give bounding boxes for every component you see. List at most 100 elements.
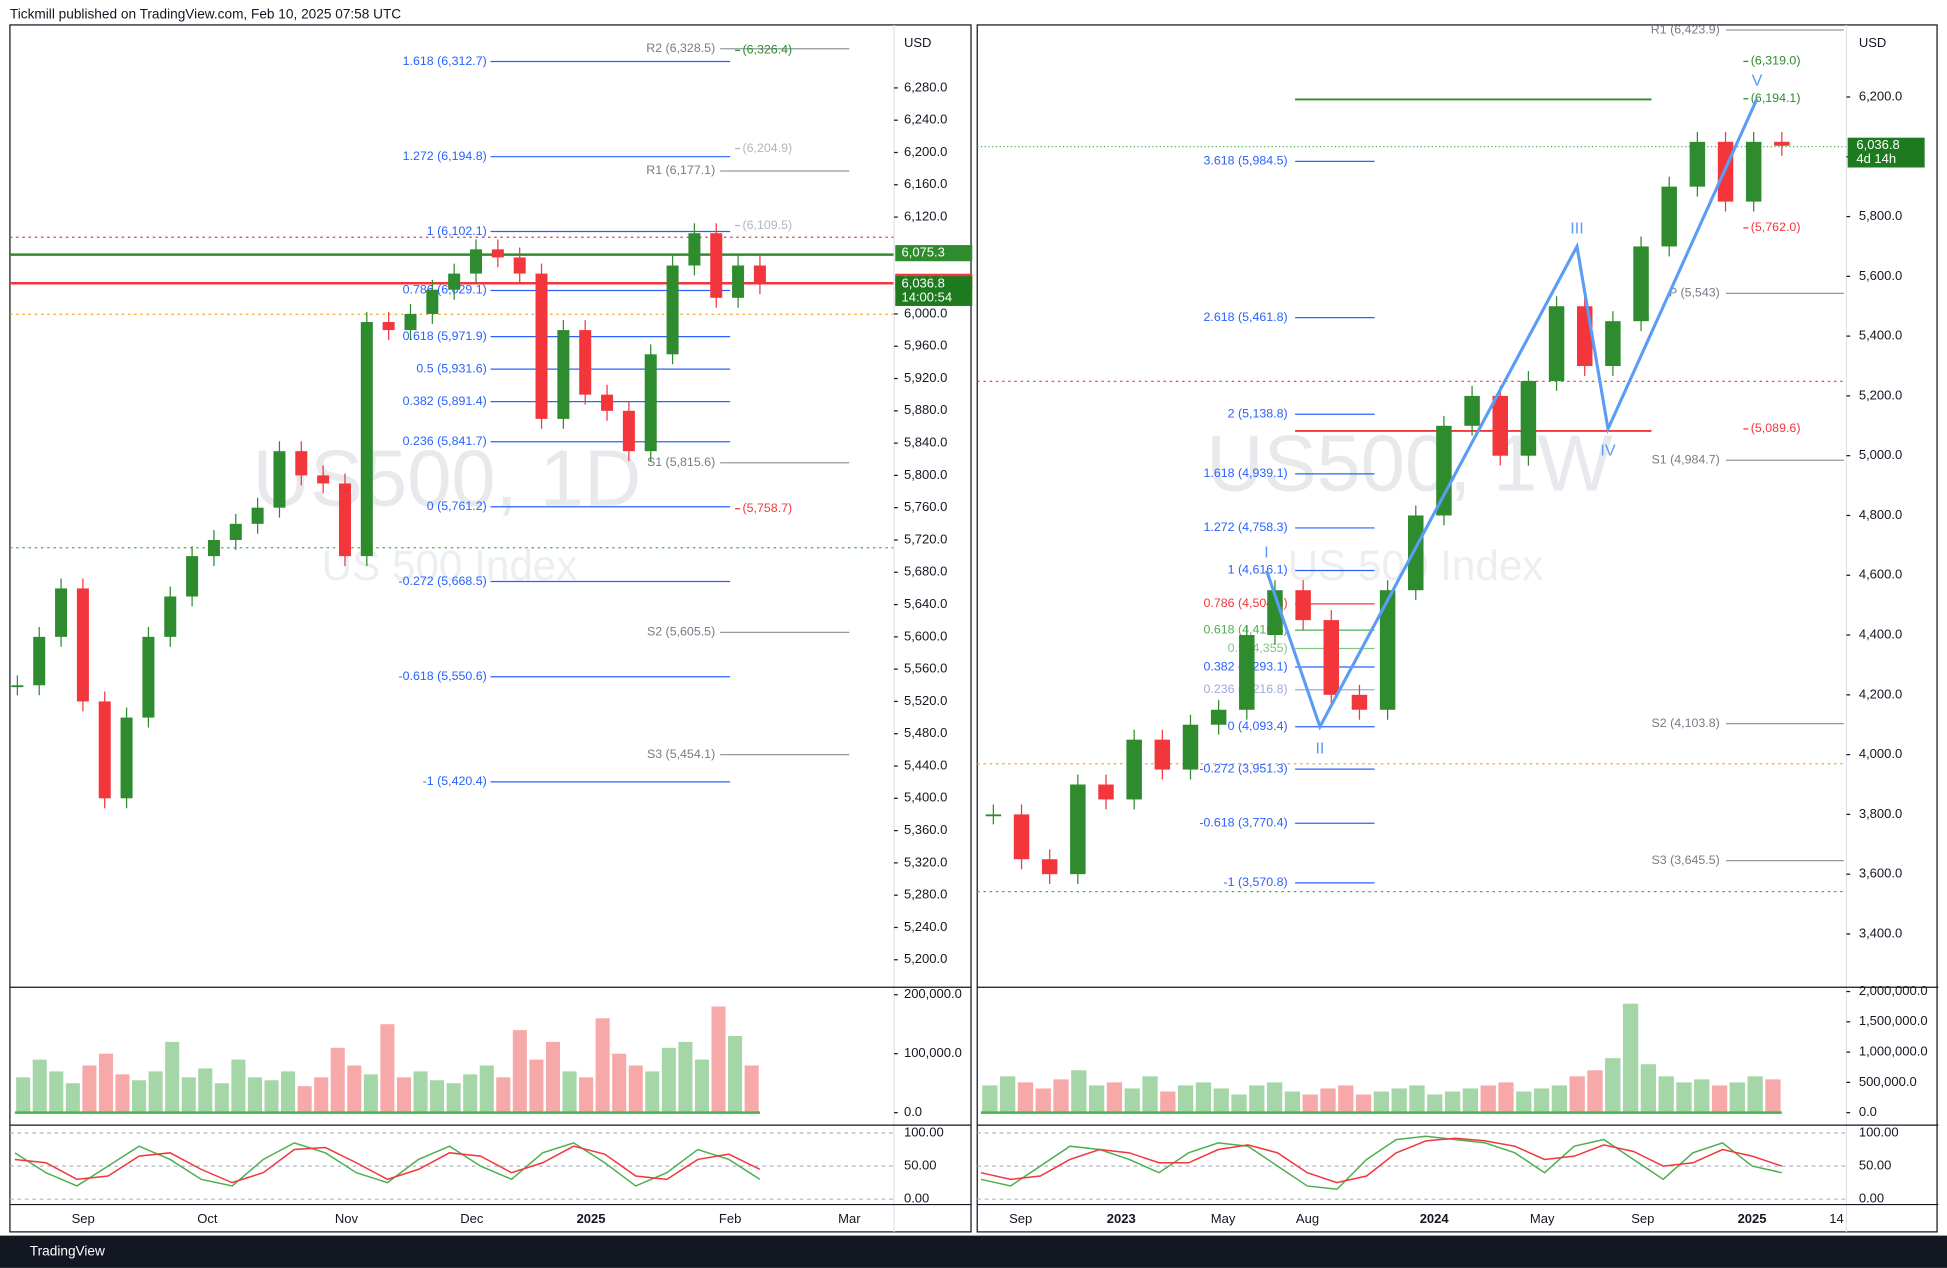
volume-bar <box>1071 1070 1087 1113</box>
fib-label: 0 (4,093.4) <box>1228 719 1288 733</box>
pivot-label: R1 (6,423.9) <box>1651 22 1720 36</box>
x-tick-label: 2023 <box>1107 1211 1136 1226</box>
pivot-label: S1 (4,984.7) <box>1651 453 1719 467</box>
y-tick-label: 5,400.0 <box>904 790 947 805</box>
volume-tick-label: 0.0 <box>904 1104 922 1119</box>
fib-label: 1.618 (4,939.1) <box>1203 466 1287 480</box>
x-tick-label: Mar <box>838 1211 861 1226</box>
y-tick-label: 5,720.0 <box>904 531 947 546</box>
volume-bar <box>562 1071 577 1113</box>
price-tag <box>895 276 973 306</box>
x-tick-label: Dec <box>460 1211 484 1226</box>
volume-bar <box>314 1077 329 1113</box>
candle <box>1323 620 1340 695</box>
level-label: (5,758.7) <box>743 501 793 515</box>
candle <box>164 596 177 637</box>
candle <box>33 636 46 686</box>
watermark: US500, 1W <box>1206 418 1612 507</box>
volume-bar <box>1195 1082 1212 1113</box>
volume-tick-label: 1,000,000.0 <box>1859 1044 1928 1059</box>
candle <box>382 322 395 331</box>
volume-bar <box>1658 1076 1674 1113</box>
fib-label: 0.382 (5,891.4) <box>403 394 487 408</box>
volume-bar <box>1462 1088 1479 1113</box>
candle <box>1605 321 1621 367</box>
candle <box>426 289 439 314</box>
candle <box>579 330 592 395</box>
y-tick-label: 5,560.0 <box>904 661 947 676</box>
wave-label: II <box>1315 739 1324 757</box>
y-tick-label: 6,200.0 <box>904 144 947 159</box>
candle <box>535 273 548 419</box>
panel-frame <box>976 24 1938 1233</box>
volume-bar <box>132 1080 147 1113</box>
price-tag-sub: 14:00:54 <box>901 289 952 304</box>
y-tick-label: 5,200.0 <box>904 951 947 966</box>
candle <box>1070 784 1086 875</box>
level-label: (5,762.0) <box>1751 220 1801 234</box>
volume-tick-label: 100,000.0 <box>904 1045 962 1060</box>
candle <box>55 588 68 637</box>
volume-bar <box>396 1077 412 1113</box>
volume-bar <box>1249 1085 1265 1113</box>
level-label: (6,194.1) <box>1751 91 1801 105</box>
candle <box>295 451 308 476</box>
candle <box>1548 306 1565 381</box>
pivot-label: S3 (3,645.5) <box>1651 853 1719 867</box>
volume-bar <box>98 1053 113 1113</box>
candle <box>1689 141 1706 187</box>
volume-bar <box>496 1077 511 1113</box>
volume-bar <box>1765 1079 1781 1113</box>
candle <box>120 717 133 799</box>
candle <box>1351 694 1368 710</box>
volume-bar <box>711 1006 726 1113</box>
level-label: (6,204.9) <box>743 141 793 155</box>
candle <box>985 814 1002 817</box>
pivot-label: S1 (5,815.6) <box>647 455 715 469</box>
fib-label: 0.5 (4,355) <box>1228 641 1288 655</box>
volume-bar <box>1516 1091 1532 1113</box>
y-tick-label: 5,200.0 <box>1859 387 1902 402</box>
x-tick-label: Sep <box>1631 1211 1654 1226</box>
x-tick-label: 2025 <box>577 1211 606 1226</box>
candle <box>229 523 242 540</box>
y-tick-label: 5,360.0 <box>904 822 947 837</box>
fib-label: 1.272 (4,758.3) <box>1203 520 1287 534</box>
price-tag <box>895 245 973 262</box>
candle <box>1013 814 1030 860</box>
volume-bar <box>49 1071 64 1113</box>
wave-label: I <box>1264 543 1268 561</box>
volume-bar <box>678 1041 693 1113</box>
candle <box>11 685 24 688</box>
y-tick-label: 5,760.0 <box>904 499 947 514</box>
fib-label: -0.618 (5,550.6) <box>398 669 486 683</box>
y-tick-label: 4,400.0 <box>1859 626 1902 641</box>
y-tick-label: 5,800.0 <box>1859 208 1902 223</box>
volume-bar <box>148 1071 163 1113</box>
footer-bar <box>0 1235 1947 1268</box>
fib-label: -0.272 (5,668.5) <box>398 574 486 588</box>
y-tick-label: 4,800.0 <box>1859 507 1902 522</box>
volume-bar <box>1373 1091 1390 1113</box>
y-tick-label: 6,160.0 <box>904 176 947 191</box>
candle <box>491 249 504 258</box>
volume-bar <box>1124 1088 1140 1113</box>
candle <box>732 265 745 298</box>
volume-bar <box>1622 1003 1639 1113</box>
candle <box>1379 590 1396 710</box>
candle <box>1295 590 1311 621</box>
y-tick-label: 5,520.0 <box>904 693 947 708</box>
wave-label: III <box>1570 219 1583 237</box>
candle <box>1492 395 1508 456</box>
y-tick-label: 5,320.0 <box>904 854 947 869</box>
osc-tick-label: 50.00 <box>1859 1158 1892 1173</box>
volume-bar <box>479 1065 494 1113</box>
candle <box>710 233 723 298</box>
osc-line <box>14 1142 761 1187</box>
volume-bar <box>1088 1085 1105 1113</box>
volume-bar <box>1729 1082 1746 1113</box>
volume-bar <box>1017 1082 1034 1113</box>
volume-bar <box>982 1085 998 1113</box>
price-tag <box>1847 137 1925 168</box>
fib-label: 0.786 (6,029.1) <box>403 283 487 297</box>
